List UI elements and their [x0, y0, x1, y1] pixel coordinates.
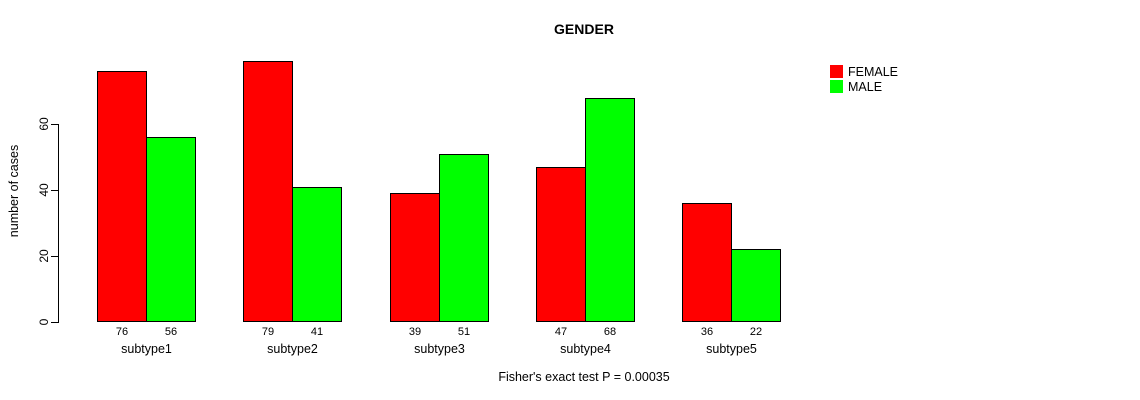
bar-value-label: 56: [164, 326, 178, 338]
bar-value-label: 39: [408, 326, 422, 338]
bar-male-subtype5: [731, 249, 781, 322]
y-axis-tick-label: 0: [37, 318, 51, 326]
category-label-subtype5: subtype5: [706, 342, 757, 356]
y-axis-label: number of cases: [7, 144, 21, 238]
bar-value-label: 79: [261, 326, 275, 338]
y-axis-line: [58, 124, 59, 323]
legend-label: FEMALE: [848, 64, 899, 79]
bar-male-subtype1: [146, 137, 196, 322]
legend-item-male: MALE: [830, 79, 898, 94]
bar-value-label: 47: [554, 326, 568, 338]
y-axis-tick-label: 20: [37, 249, 51, 263]
bar-value-label: 68: [603, 326, 617, 338]
y-axis-tick: [51, 124, 58, 125]
y-axis-tick: [51, 256, 58, 257]
chart-legend: FEMALE MALE: [830, 64, 898, 94]
category-label-subtype2: subtype2: [267, 342, 318, 356]
category-label-subtype4: subtype4: [560, 342, 611, 356]
bar-female-subtype4: [536, 167, 586, 322]
bar-male-subtype2: [292, 187, 342, 322]
legend-item-female: FEMALE: [830, 64, 898, 79]
caption-text: Fisher's exact test P = 0.00035: [498, 370, 670, 384]
y-axis-tick: [51, 322, 58, 323]
legend-swatch-icon: [830, 65, 843, 78]
category-label-subtype1: subtype1: [121, 342, 172, 356]
y-axis-tick-label: 40: [37, 183, 51, 197]
legend-swatch-icon: [830, 80, 843, 93]
bar-male-subtype3: [439, 154, 489, 322]
category-label-subtype3: subtype3: [414, 342, 465, 356]
legend-label: MALE: [848, 79, 883, 94]
bar-male-subtype4: [585, 98, 635, 322]
bar-value-label: 22: [749, 326, 763, 338]
bar-female-subtype3: [390, 193, 440, 322]
chart-title: GENDER: [554, 21, 614, 37]
bar-value-label: 76: [115, 326, 129, 338]
y-axis-tick-label: 60: [37, 117, 51, 131]
bar-value-label: 41: [310, 326, 324, 338]
bar-female-subtype5: [682, 203, 732, 322]
bar-value-label: 36: [700, 326, 714, 338]
bar-female-subtype2: [243, 61, 293, 322]
y-axis-tick: [51, 190, 58, 191]
bar-value-label: 51: [457, 326, 471, 338]
bar-female-subtype1: [97, 71, 147, 322]
